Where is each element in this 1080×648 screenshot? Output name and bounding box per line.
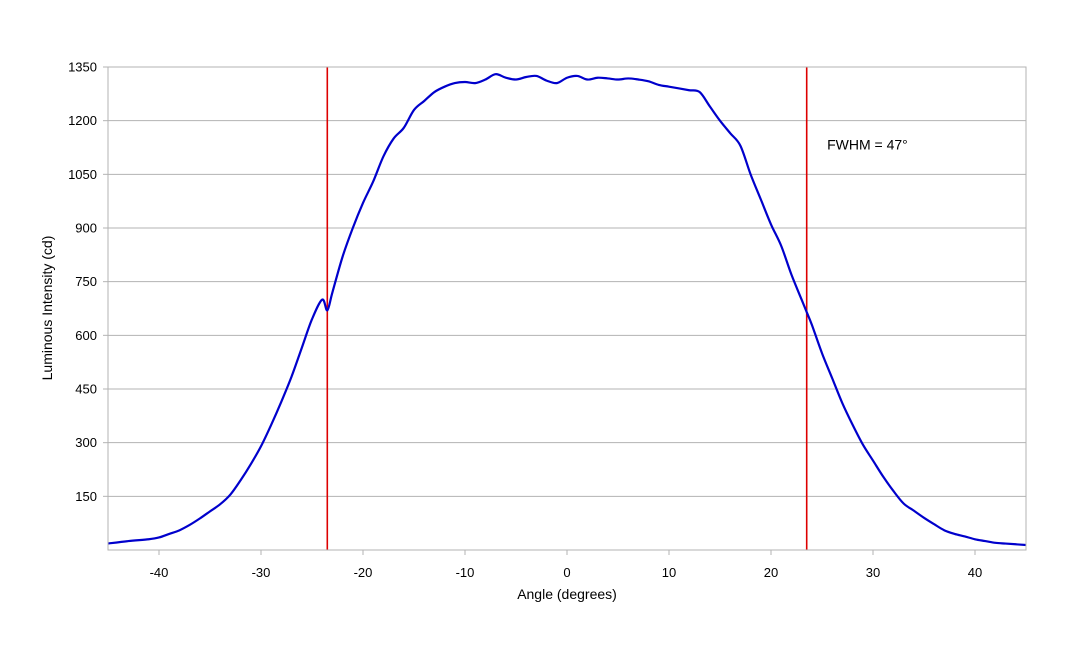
x-tick-label: -30 [252,565,271,580]
y-tick-label: 750 [75,274,97,289]
x-tick-label: -10 [456,565,475,580]
x-tick-label: 0 [563,565,570,580]
y-tick-label: 1350 [68,60,97,75]
x-tick-label: -20 [354,565,373,580]
plot-background [108,67,1026,550]
y-tick-label: 450 [75,382,97,397]
series-layer [107,73,1027,547]
fwhm-annotation: FWHM = 47° [827,136,908,152]
y-tick-label: 900 [75,221,97,236]
x-tick-label: 10 [662,565,676,580]
y-tick-label: 300 [75,435,97,450]
x-axis-ticks: -40 -30 -20 -10 0 10 20 30 40 [150,550,982,580]
y-axis-ticks: 150 300 450 600 750 900 1050 1200 1350 [68,60,108,504]
y-axis-title: Luminous Intensity (cd) [39,236,55,381]
y-tick-label: 600 [75,328,97,343]
x-tick-label: -40 [150,565,169,580]
y-tick-label: 150 [75,489,97,504]
y-tick-label: 1050 [68,167,97,182]
x-tick-label: 40 [968,565,982,580]
y-tick-label: 1200 [68,113,97,128]
x-tick-label: 30 [866,565,880,580]
series-line [107,73,1027,547]
x-tick-label: 20 [764,565,778,580]
x-axis-title: Angle (degrees) [517,586,617,602]
